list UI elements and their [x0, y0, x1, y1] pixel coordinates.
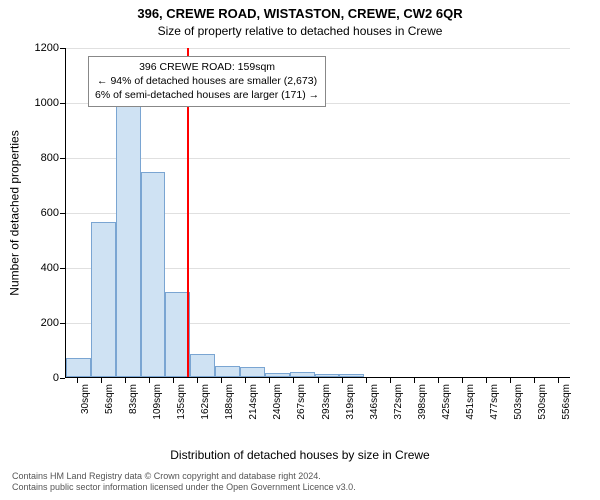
x-tick-mark — [558, 378, 559, 383]
x-tick-mark — [125, 378, 126, 383]
y-axis: 020040060080010001200 — [0, 48, 65, 378]
x-tick-mark — [414, 378, 415, 383]
x-tick-label: 556sqm — [561, 384, 572, 420]
histogram-bar — [116, 102, 141, 377]
y-tick-mark — [60, 268, 65, 269]
x-tick-label: 214sqm — [248, 384, 259, 420]
y-tick-label: 200 — [9, 317, 59, 329]
x-tick-mark — [390, 378, 391, 383]
y-tick-mark — [60, 213, 65, 214]
annotation-box: 396 CREWE ROAD: 159sqm ← 94% of detached… — [88, 56, 326, 107]
x-tick-label: 135sqm — [176, 384, 187, 420]
x-tick-label: 293sqm — [321, 384, 332, 420]
chart-title-sub: Size of property relative to detached ho… — [0, 24, 600, 38]
x-tick-label: 56sqm — [104, 384, 115, 414]
x-tick-mark — [293, 378, 294, 383]
x-tick-label: 240sqm — [272, 384, 283, 420]
histogram-bar — [91, 222, 116, 377]
histogram-bar — [290, 372, 315, 377]
histogram-bar — [141, 172, 166, 377]
x-tick-mark — [534, 378, 535, 383]
y-tick-mark — [60, 323, 65, 324]
histogram-bar — [265, 373, 290, 377]
y-tick-label: 1000 — [9, 97, 59, 109]
x-tick-mark — [342, 378, 343, 383]
x-tick-mark — [221, 378, 222, 383]
x-tick-label: 451sqm — [465, 384, 476, 420]
x-tick-mark — [197, 378, 198, 383]
x-tick-mark — [269, 378, 270, 383]
annotation-line1: 396 CREWE ROAD: 159sqm — [95, 60, 319, 74]
footer: Contains HM Land Registry data © Crown c… — [12, 471, 356, 494]
x-tick-mark — [318, 378, 319, 383]
x-tick-label: 319sqm — [345, 384, 356, 420]
x-tick-label: 372sqm — [393, 384, 404, 420]
annotation-line3: 6% of semi-detached houses are larger (1… — [95, 88, 319, 102]
x-tick-mark — [77, 378, 78, 383]
x-axis: 30sqm 56sqm 83sqm 109sqm 135sqm 162sqm 188sqm 2… — [65, 378, 570, 448]
x-tick-label: 83sqm — [128, 384, 139, 414]
x-tick-mark — [486, 378, 487, 383]
x-tick-label: 30sqm — [80, 384, 91, 414]
x-tick-mark — [510, 378, 511, 383]
x-tick-mark — [366, 378, 367, 383]
x-tick-label: 425sqm — [441, 384, 452, 420]
chart-title-main: 396, CREWE ROAD, WISTASTON, CREWE, CW2 6… — [0, 6, 600, 21]
x-tick-mark — [149, 378, 150, 383]
plot-area: 396 CREWE ROAD: 159sqm ← 94% of detached… — [65, 48, 570, 378]
annotation-line2: ← 94% of detached houses are smaller (2,… — [95, 74, 319, 88]
y-tick-label: 0 — [9, 372, 59, 384]
x-tick-mark — [245, 378, 246, 383]
y-tick-label: 600 — [9, 207, 59, 219]
y-tick-mark — [60, 103, 65, 104]
footer-line1: Contains HM Land Registry data © Crown c… — [12, 471, 356, 483]
x-tick-mark — [438, 378, 439, 383]
footer-line2: Contains public sector information licen… — [12, 482, 356, 494]
x-tick-label: 267sqm — [296, 384, 307, 420]
histogram-bar — [66, 358, 91, 377]
histogram-bar — [215, 366, 240, 377]
x-tick-label: 109sqm — [152, 384, 163, 420]
histogram-bar — [240, 367, 265, 377]
histogram-bar — [339, 374, 364, 377]
x-tick-mark — [173, 378, 174, 383]
y-tick-mark — [60, 48, 65, 49]
y-tick-label: 400 — [9, 262, 59, 274]
x-tick-mark — [101, 378, 102, 383]
x-tick-label: 398sqm — [417, 384, 428, 420]
x-tick-label: 188sqm — [224, 384, 235, 420]
x-tick-label: 162sqm — [200, 384, 211, 420]
y-tick-label: 1200 — [9, 42, 59, 54]
x-tick-label: 503sqm — [513, 384, 524, 420]
x-tick-label: 346sqm — [369, 384, 380, 420]
x-tick-label: 530sqm — [537, 384, 548, 420]
x-tick-label: 477sqm — [489, 384, 500, 420]
x-axis-label: Distribution of detached houses by size … — [0, 448, 600, 462]
y-tick-mark — [60, 158, 65, 159]
x-tick-mark — [462, 378, 463, 383]
histogram-bar — [190, 354, 215, 377]
y-tick-label: 800 — [9, 152, 59, 164]
histogram-bar — [315, 374, 340, 377]
